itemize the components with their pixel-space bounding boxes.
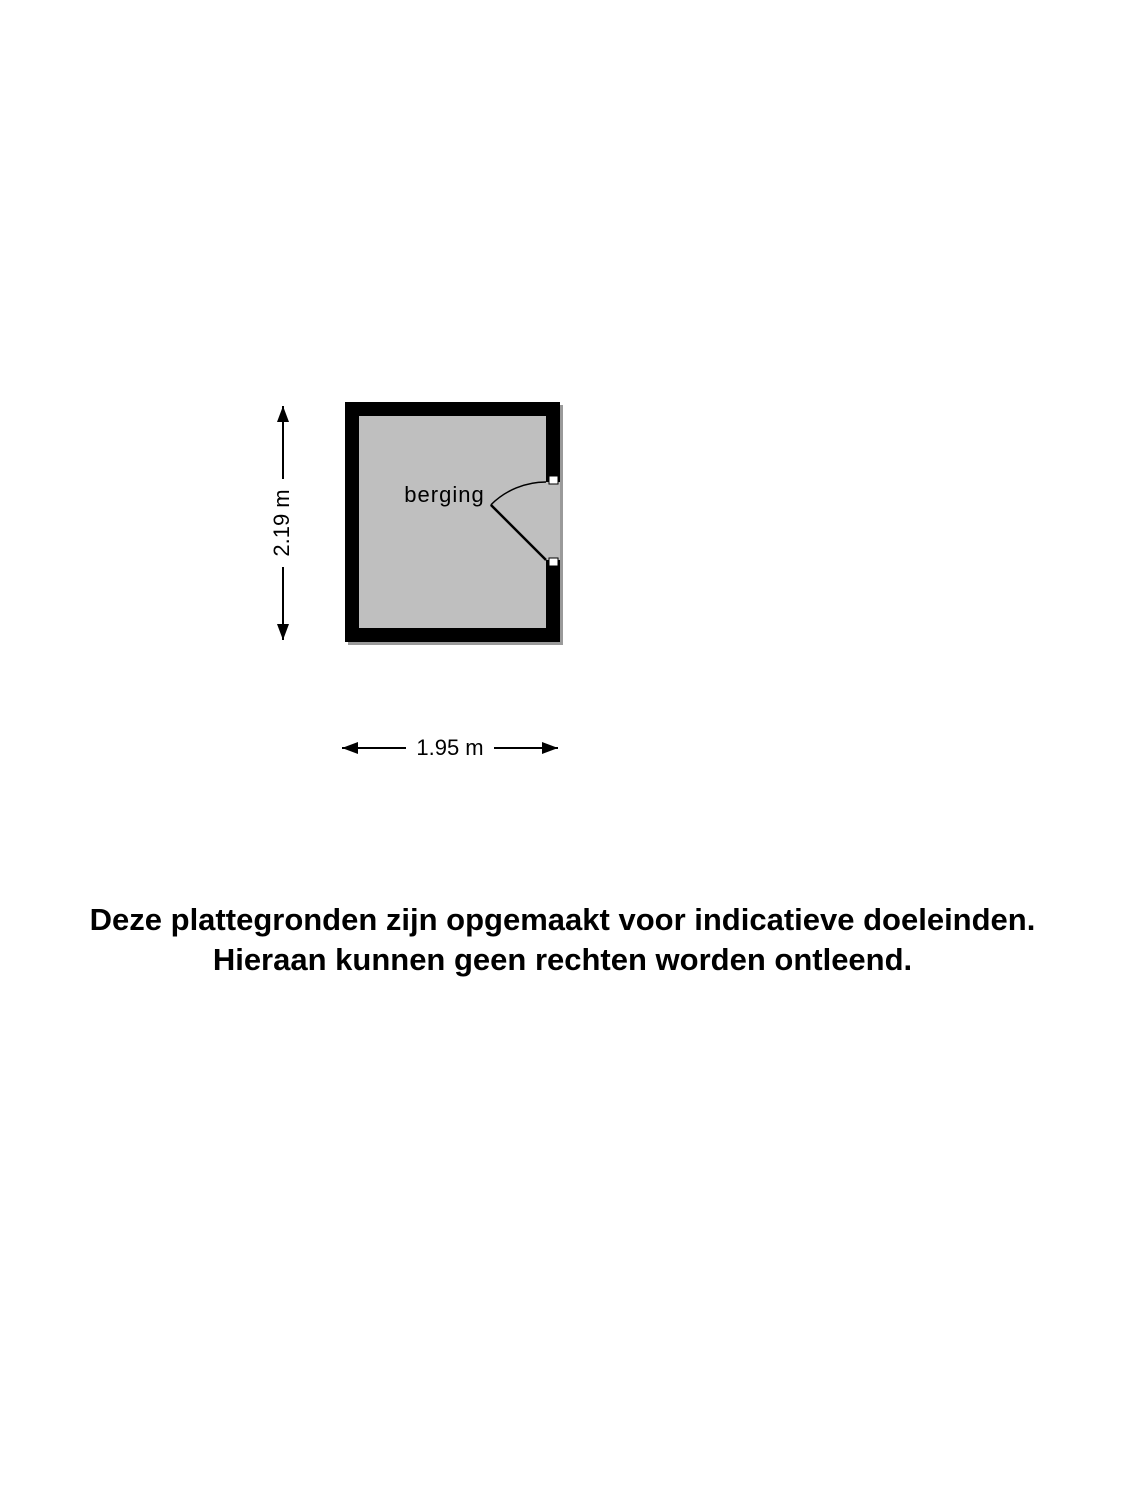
room-label: berging xyxy=(404,482,484,507)
disclaimer-line2: Hieraan kunnen geen rechten worden ontle… xyxy=(213,942,912,977)
disclaimer: Deze plattegronden zijn opgemaakt voor i… xyxy=(0,900,1125,981)
dim-v-arrow-bot-icon xyxy=(277,624,289,640)
dim-v-arrow-top-icon xyxy=(277,406,289,422)
dim-h-arrow-left-icon xyxy=(342,742,358,754)
door-opening xyxy=(546,482,560,560)
door-jamb-top xyxy=(549,476,558,484)
room-wall-inner xyxy=(359,416,546,628)
floorplan-canvas: berging 2.19 m 1.95 m xyxy=(0,0,1125,1500)
dimension-vertical: 2.19 m xyxy=(269,406,294,640)
disclaimer-line1: Deze plattegronden zijn opgemaakt voor i… xyxy=(90,902,1036,937)
dim-h-arrow-right-icon xyxy=(542,742,558,754)
dim-h-text: 1.95 m xyxy=(416,735,483,760)
dim-v-text: 2.19 m xyxy=(269,489,294,556)
door-jamb-bottom xyxy=(549,558,558,566)
dimension-horizontal: 1.95 m xyxy=(342,735,558,760)
